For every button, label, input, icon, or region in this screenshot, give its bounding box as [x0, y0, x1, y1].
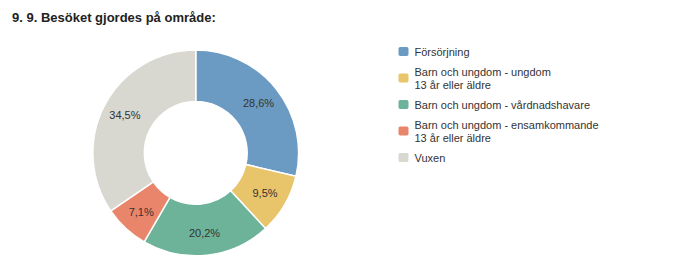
svg-text:Barn och ungdom - ungdom: Barn och ungdom - ungdom — [415, 66, 551, 78]
svg-text:20,2%: 20,2% — [189, 227, 220, 239]
svg-text:Barn och ungdom - vårdnadshava: Barn och ungdom - vårdnadshavare — [415, 99, 591, 111]
svg-text:13 år eller äldre: 13 år eller äldre — [415, 132, 491, 144]
svg-text:Barn och ungdom - ensamkommand: Barn och ungdom - ensamkommande — [415, 119, 599, 131]
svg-text:34,5%: 34,5% — [109, 109, 140, 121]
svg-text:9. 9. Besöket gjordes på områd: 9. 9. Besöket gjordes på område: — [12, 10, 216, 25]
svg-text:9,5%: 9,5% — [252, 187, 277, 199]
svg-text:28,6%: 28,6% — [243, 97, 274, 109]
svg-text:Vuxen: Vuxen — [415, 152, 446, 164]
svg-text:Försörjning: Försörjning — [415, 46, 470, 58]
svg-text:7,1%: 7,1% — [129, 206, 154, 218]
svg-text:13 år eller äldre: 13 år eller äldre — [415, 79, 491, 91]
